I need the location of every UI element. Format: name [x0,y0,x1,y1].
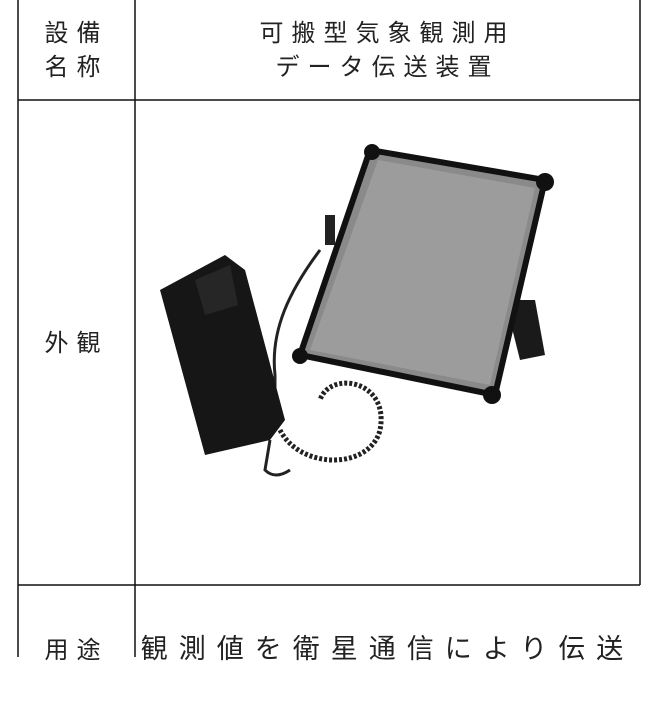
cell-text: 可搬型気象観測用 [259,19,516,47]
cell-text: 観測値を衛星通信により伝送 [140,634,635,665]
cell-text: 用途 [44,636,109,664]
table-cell: 用途 [18,585,135,715]
table-lines [17,0,641,657]
table-cell: 可搬型気象観測用 データ伝送装置 [135,0,640,100]
device-photo [160,144,554,477]
cell-text: 名称 [44,53,109,81]
cell-text: 設備 [44,19,109,47]
table-cell: 外観 [18,100,135,585]
table-cell: 観測値を衛星通信により伝送 [135,585,640,715]
table-cell: 設備 名称 [18,0,135,100]
cell-text: データ伝送装置 [275,53,500,81]
cell-text: 外観 [44,328,109,357]
